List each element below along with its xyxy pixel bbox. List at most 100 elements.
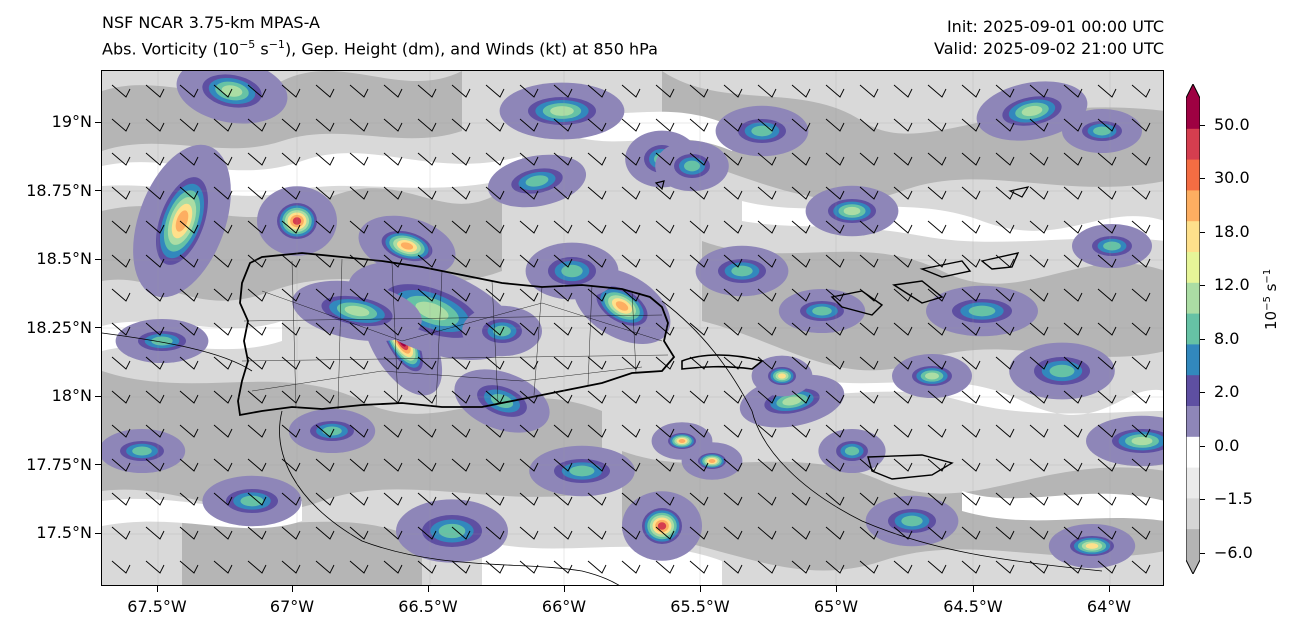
wind-barb: [111, 458, 131, 472]
wind-barb: [383, 492, 403, 506]
wind-barb: [179, 288, 199, 302]
wind-barb: [825, 458, 845, 472]
wind-barb: [485, 152, 505, 166]
init-time: Init: 2025-09-01 00:00 UTC: [946, 17, 1164, 36]
wind-barb: [927, 560, 947, 574]
wind-barb: [655, 84, 675, 98]
colorbar-label: 50.0: [1214, 115, 1250, 134]
wind-barb: [213, 356, 233, 370]
wind-barb: [485, 526, 505, 540]
wind-barb: [553, 152, 573, 166]
wind-barb: [349, 288, 369, 302]
wind-barb: [791, 254, 811, 268]
colorbar-bin: [1186, 221, 1200, 253]
wind-barb: [655, 220, 675, 234]
wind-barb: [315, 84, 335, 98]
lat-tick-17-5: 17.5°N: [36, 523, 92, 542]
wind-barb: [417, 84, 437, 98]
colorbar-label: −6.0: [1214, 543, 1253, 562]
wind-barb: [757, 220, 777, 234]
wind-barb: [145, 526, 165, 540]
wind-barb: [859, 390, 879, 404]
vorticity-contour: [678, 439, 686, 443]
wind-barb: [893, 492, 913, 506]
wind-barb: [315, 458, 335, 472]
wind-barb: [281, 84, 301, 98]
colorbar-label: −1.5: [1214, 489, 1253, 508]
wind-barb: [213, 458, 233, 472]
lat-tick-17-75: 17.75°N: [26, 455, 92, 474]
wind-barb: [281, 424, 301, 438]
wind-barb: [213, 254, 233, 268]
lat-lon-grid: [102, 71, 1163, 585]
colorbar-bin: [1186, 282, 1200, 315]
wind-barb: [1063, 220, 1083, 234]
lon-tick-64-5: 64.5°W: [943, 597, 1003, 616]
vorticity-contour: [968, 305, 996, 317]
wind-barb: [1029, 492, 1049, 506]
wind-barb: [451, 254, 471, 268]
wind-barb: [655, 254, 675, 268]
colorbar-label: 2.0: [1214, 382, 1240, 401]
wind-barb: [383, 322, 403, 336]
wind-barb: [349, 254, 369, 268]
lon-tick-64: 64°W: [1086, 597, 1132, 616]
wind-barb: [927, 118, 947, 132]
wind-barb: [247, 492, 267, 506]
wind-barb: [451, 118, 471, 132]
wind-barb: [451, 322, 471, 336]
wind-barb: [723, 526, 743, 540]
colorbar-label: 0.0: [1214, 436, 1240, 455]
wind-barb: [757, 322, 777, 336]
wind-barb: [587, 84, 607, 98]
lat-tickmark: [95, 122, 101, 123]
wind-barb: [621, 458, 641, 472]
wind-barb: [723, 288, 743, 302]
wind-barb: [791, 390, 811, 404]
wind-barb: [1097, 152, 1117, 166]
wind-barb: [281, 390, 301, 404]
wind-barb: [247, 390, 267, 404]
wind-barb: [1063, 560, 1083, 574]
wind-barb: [417, 254, 437, 268]
wind-barb: [485, 356, 505, 370]
wind-barb: [859, 560, 879, 574]
wind-barb: [417, 492, 437, 506]
positive-vorticity-fill: [102, 71, 1163, 568]
wind-barb: [281, 526, 301, 540]
wind-barb: [927, 254, 947, 268]
vorticity-contour: [731, 265, 753, 277]
vorticity-contour: [550, 106, 574, 116]
colorbar-bin: [1186, 190, 1200, 222]
vorticity-contour: [615, 301, 629, 311]
wind-barb: [689, 186, 709, 200]
wind-barb: [859, 526, 879, 540]
wind-barb: [1131, 288, 1151, 302]
wind-barb: [281, 322, 301, 336]
time-info: Init: 2025-09-01 00:00 UTC Valid: 2025-0…: [934, 16, 1164, 60]
wind-barb: [1029, 254, 1049, 268]
wind-barb: [655, 526, 675, 540]
wind-barb: [247, 458, 267, 472]
lon-tickmark: [564, 586, 565, 592]
wind-barb: [213, 288, 233, 302]
wind-barb: [145, 288, 165, 302]
colorbar-tickmark: [1200, 339, 1205, 340]
wind-barb: [553, 118, 573, 132]
wind-barb: [1131, 424, 1151, 438]
colorbar-tickmark: [1200, 178, 1205, 179]
wind-barb: [1131, 390, 1151, 404]
wind-barb: [723, 560, 743, 574]
lon-tick-66-5: 66.5°W: [398, 597, 458, 616]
wind-barb: [417, 424, 437, 438]
wind-barb: [1029, 288, 1049, 302]
wind-barb: [383, 254, 403, 268]
wind-barb: [893, 84, 913, 98]
wind-barb: [1063, 390, 1083, 404]
wind-barb: [451, 356, 471, 370]
wind-barb: [247, 560, 267, 574]
wind-barb: [791, 84, 811, 98]
wind-barb: [213, 322, 233, 336]
wind-barb: [349, 186, 369, 200]
wind-barb: [417, 560, 437, 574]
